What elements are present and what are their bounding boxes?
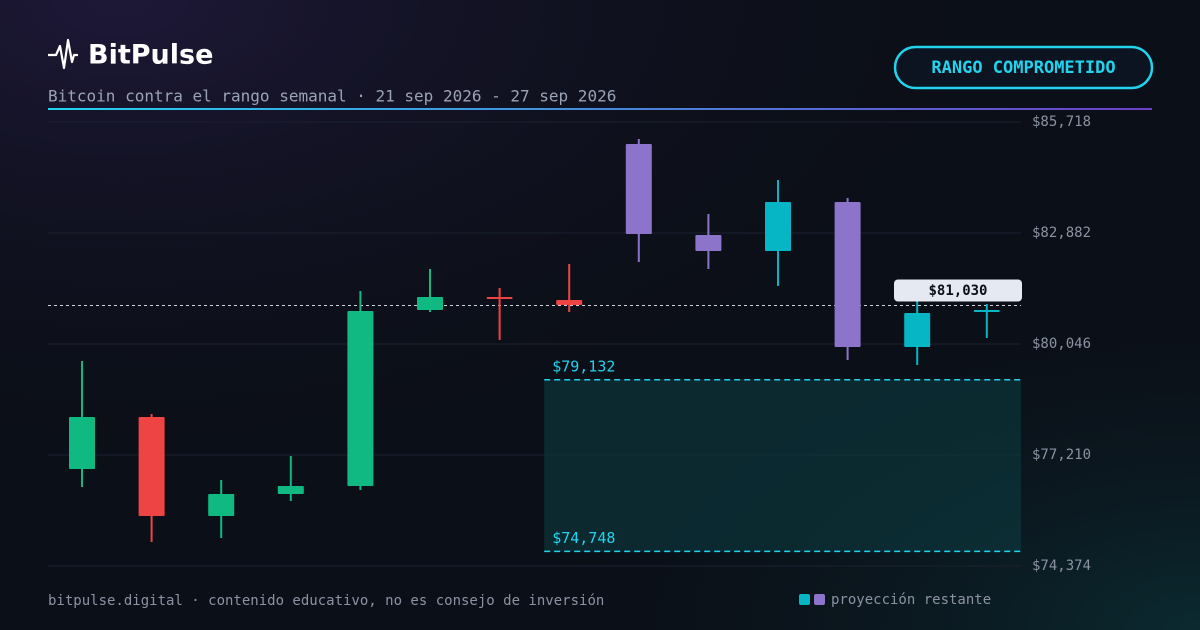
legend-swatch [799,594,810,605]
y-tick-label: $74,374 [1032,558,1091,574]
range-lower-label: $74,748 [552,529,615,547]
y-tick-label: $77,210 [1032,447,1091,463]
candle-body [695,234,722,252]
candle-body [834,202,861,348]
footer: bitpulse.digital · contenido educativo, … [48,593,604,609]
y-tick-label: $85,718 [1032,114,1091,130]
candle-body [277,485,304,495]
logo-icon [48,38,78,70]
candle-body [625,143,652,235]
brand: BitPulse [88,40,213,71]
candle-body [208,494,235,517]
candle-body [138,416,165,517]
candle-body [486,296,513,299]
candle-body [556,300,583,306]
range-upper-label: $79,132 [552,357,615,375]
candle-body [973,309,1000,312]
range-band [544,379,1021,552]
y-tick-label: $80,046 [1032,336,1091,352]
legend-swatch [814,594,825,605]
plot: $85,718 $82,882 $80,046 $77,210 $74,374 $79,1… [48,114,1091,608]
status-badge [893,45,1154,90]
status-text: RANGO COMPROMETIDO [931,58,1115,78]
candle-body [69,416,95,470]
current-price-label: $81,030 [928,283,987,299]
candle-body [417,296,443,310]
y-tick-label: $82,882 [1032,225,1091,241]
candle-body [765,202,791,252]
candle-body [347,311,374,486]
legend-label: proyección restante [831,592,991,608]
divider [48,108,1152,110]
candle-body [904,313,931,348]
subtitle: Bitcoin contra el rango semanal · 21 sep… [48,87,616,106]
current-price-tag [894,279,1022,302]
